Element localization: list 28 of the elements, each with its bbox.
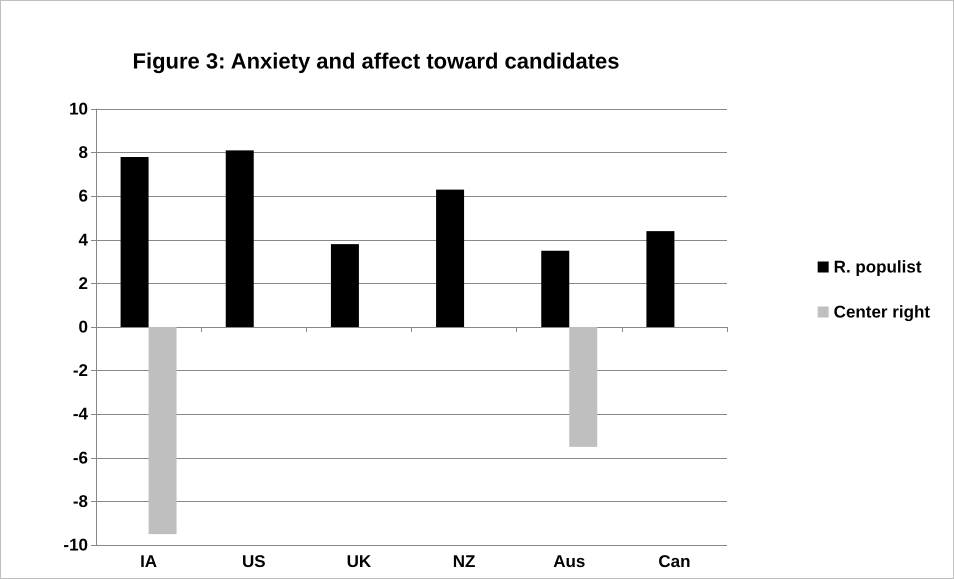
- x-tick-label: NZ: [452, 552, 476, 571]
- x-tick-label: US: [242, 552, 266, 571]
- x-tick-label: UK: [346, 552, 372, 571]
- bar: [120, 156, 149, 327]
- x-tick-label: IA: [140, 552, 158, 571]
- y-tick-label: -8: [72, 492, 88, 511]
- y-tick-label: 6: [78, 186, 88, 206]
- bar: [436, 190, 464, 327]
- legend-label: Center right: [834, 302, 930, 322]
- y-tick-label: 8: [78, 143, 88, 162]
- y-tick-label: 4: [78, 230, 89, 250]
- y-tick-label: 0: [78, 318, 88, 336]
- x-tick-label: Aus: [553, 552, 586, 571]
- bar: [646, 231, 674, 327]
- bar: [226, 150, 254, 327]
- y-tick-label: -10: [63, 536, 88, 554]
- y-tick-label: 10: [69, 100, 88, 118]
- bar: [330, 244, 359, 327]
- y-tick-label: -6: [72, 448, 88, 468]
- x-tick-label: Can: [658, 552, 690, 571]
- bar: [569, 327, 598, 447]
- y-tick-label: 2: [78, 274, 88, 293]
- bar: [541, 250, 570, 327]
- y-tick-label: -4: [72, 404, 89, 424]
- legend-label: R. populist: [834, 258, 922, 276]
- y-tick-label: -2: [72, 361, 88, 380]
- chart-title: Figure 3: Anxiety and affect toward candidates: [132, 48, 620, 74]
- bar: [148, 327, 177, 534]
